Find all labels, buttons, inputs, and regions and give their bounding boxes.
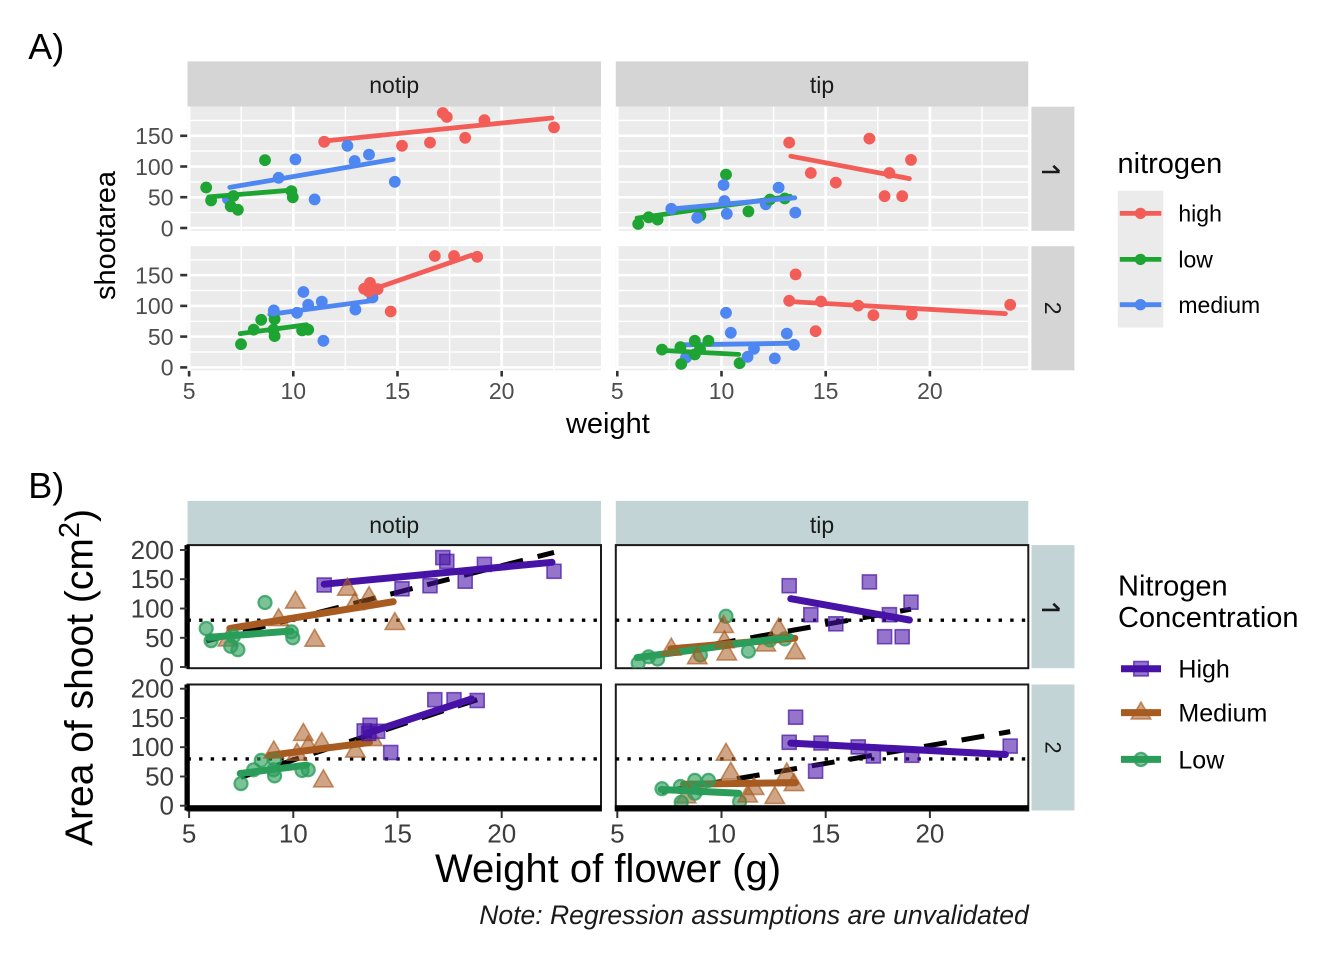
- svg-text:150: 150: [135, 262, 173, 288]
- svg-text:5: 5: [182, 819, 196, 849]
- svg-text:200: 200: [131, 674, 174, 704]
- svg-text:2: 2: [1041, 741, 1066, 753]
- svg-text:0: 0: [160, 791, 174, 821]
- svg-text:high: high: [1178, 201, 1221, 227]
- svg-text:High: High: [1178, 656, 1229, 684]
- svg-text:0: 0: [161, 355, 174, 381]
- svg-text:low: low: [1178, 247, 1213, 273]
- svg-text:200: 200: [131, 535, 174, 565]
- svg-text:20: 20: [489, 378, 515, 404]
- svg-text:Area of shoot (cm2): Area of shoot (cm2): [54, 509, 102, 846]
- svg-text:20: 20: [917, 378, 943, 404]
- svg-text:150: 150: [131, 564, 174, 594]
- svg-text:100: 100: [131, 594, 174, 624]
- svg-text:2: 2: [1040, 302, 1066, 315]
- svg-text:20: 20: [487, 819, 516, 849]
- svg-text:50: 50: [145, 623, 174, 653]
- svg-text:50: 50: [148, 324, 174, 350]
- svg-text:5: 5: [183, 378, 196, 404]
- svg-text:100: 100: [135, 154, 173, 180]
- svg-text:nitrogen: nitrogen: [1118, 148, 1223, 180]
- svg-text:tip: tip: [810, 72, 834, 98]
- svg-text:10: 10: [709, 378, 735, 404]
- svg-text:Weight of flower (g): Weight of flower (g): [435, 847, 781, 891]
- svg-text:medium: medium: [1178, 292, 1260, 318]
- svg-text:5: 5: [610, 819, 624, 849]
- svg-text:10: 10: [281, 378, 307, 404]
- svg-text:15: 15: [383, 819, 412, 849]
- svg-text:weight: weight: [565, 408, 650, 440]
- svg-text:notip: notip: [369, 72, 419, 98]
- svg-text:50: 50: [148, 185, 174, 211]
- svg-text:20: 20: [915, 819, 944, 849]
- svg-text:tip: tip: [810, 512, 834, 538]
- svg-text:B): B): [28, 465, 64, 506]
- svg-text:50: 50: [145, 762, 174, 792]
- svg-text:100: 100: [135, 293, 173, 319]
- svg-text:5: 5: [611, 378, 624, 404]
- svg-text:100: 100: [131, 732, 174, 762]
- svg-text:Low: Low: [1178, 746, 1225, 774]
- svg-text:Note: Regression assumptions a: Note: Regression assumptions are unvalid…: [479, 900, 1030, 930]
- svg-text:10: 10: [707, 819, 736, 849]
- svg-text:Medium: Medium: [1178, 700, 1267, 728]
- svg-text:15: 15: [811, 819, 840, 849]
- svg-text:shootarea: shootarea: [90, 170, 122, 300]
- svg-text:150: 150: [135, 123, 173, 149]
- svg-text:notip: notip: [369, 512, 419, 538]
- svg-text:15: 15: [385, 378, 411, 404]
- svg-text:10: 10: [279, 819, 308, 849]
- svg-text:A): A): [28, 26, 64, 67]
- svg-text:0: 0: [161, 215, 174, 241]
- svg-text:150: 150: [131, 703, 174, 733]
- svg-text:Nitrogen: Nitrogen: [1118, 571, 1228, 603]
- svg-text:0: 0: [160, 652, 174, 682]
- svg-text:Concentration: Concentration: [1118, 602, 1299, 634]
- svg-text:15: 15: [813, 378, 839, 404]
